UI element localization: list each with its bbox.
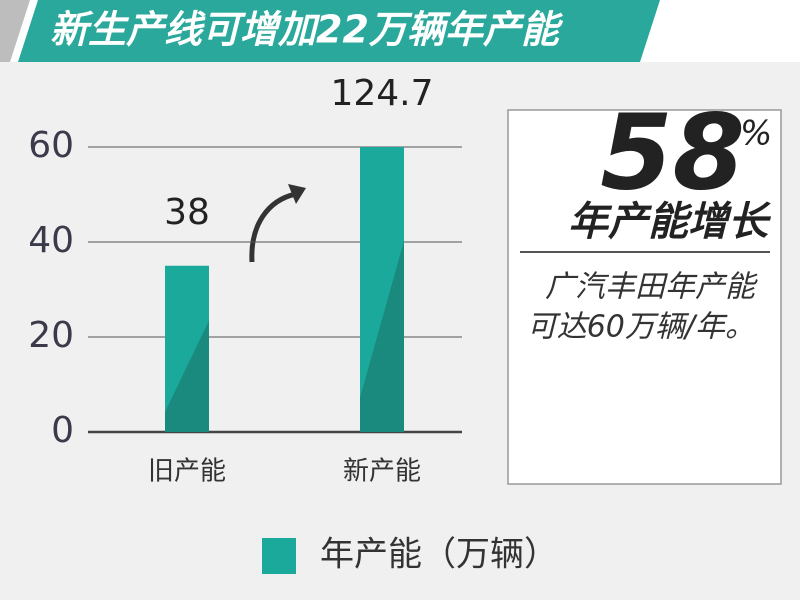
legend-label: 年产能（万辆） bbox=[320, 535, 558, 575]
header-stripe bbox=[0, 0, 30, 62]
bar-shade bbox=[165, 320, 209, 432]
annotation: 124.7 bbox=[330, 73, 433, 114]
header-banner bbox=[18, 0, 660, 62]
y-tick-label: 20 bbox=[28, 315, 74, 356]
arrow-head bbox=[288, 184, 306, 204]
annotation: 38 bbox=[164, 192, 210, 233]
chart-title: 新生产线可增加22万辆年产能 bbox=[50, 8, 564, 52]
callout-line: 广汽丰田年产能 bbox=[545, 270, 758, 305]
legend-swatch bbox=[262, 538, 296, 574]
arrow bbox=[249, 191, 297, 263]
callout-headline: 年产能增长 bbox=[568, 199, 772, 245]
y-tick-label: 40 bbox=[28, 220, 74, 261]
callout-line: 可达60万辆/年。 bbox=[527, 310, 755, 345]
callout-unit: % bbox=[740, 114, 772, 154]
bar-shade bbox=[360, 241, 404, 432]
callout-box bbox=[507, 109, 782, 485]
callout-big: 58 bbox=[600, 91, 745, 213]
y-tick-label: 60 bbox=[28, 125, 74, 166]
x-tick-label: 新产能 bbox=[343, 457, 421, 487]
x-tick-label: 旧产能 bbox=[148, 457, 226, 487]
y-tick-label: 0 bbox=[51, 410, 74, 451]
